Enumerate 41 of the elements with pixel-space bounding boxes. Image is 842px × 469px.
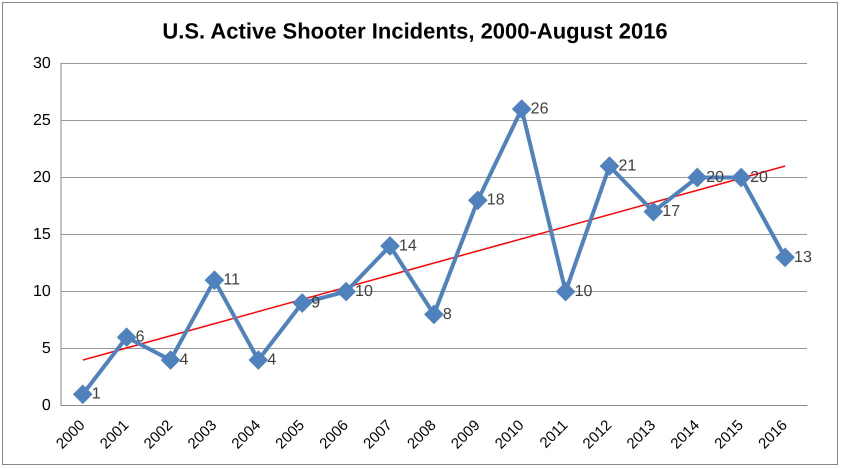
data-label: 20: [706, 168, 724, 186]
data-label: 11: [223, 272, 240, 289]
data-label: 4: [267, 351, 276, 368]
y-tick-label: 25: [33, 112, 51, 129]
data-label: 10: [574, 282, 592, 300]
data-label: 4: [180, 351, 189, 368]
data-label: 14: [399, 237, 417, 254]
point: [732, 168, 750, 186]
data-label: 18: [486, 192, 505, 209]
data-label: 20: [750, 168, 768, 186]
data-label: 17: [662, 203, 680, 220]
point: [600, 157, 618, 176]
y-tick-label: 10: [33, 282, 51, 300]
point: [468, 191, 487, 210]
data-label: 13: [794, 248, 812, 266]
data-label: 26: [530, 100, 549, 118]
data-label: 8: [442, 306, 452, 323]
point: [644, 202, 662, 221]
point: [556, 282, 575, 301]
chart-title: U.S. Active Shooter Incidents, 2000-August 2016: [162, 18, 668, 44]
y-tick-label: 5: [42, 340, 51, 358]
y-tick-label: 20: [33, 168, 51, 186]
point: [688, 168, 706, 186]
point: [776, 248, 794, 266]
data-label: 21: [618, 157, 636, 174]
y-tick-label: 30: [33, 54, 51, 72]
data-label: 6: [136, 328, 145, 346]
point: [74, 385, 92, 404]
y-tick-label: 15: [33, 226, 51, 243]
point: [293, 294, 312, 312]
point: [249, 351, 268, 370]
point: [162, 351, 180, 370]
data-label: 10: [355, 282, 374, 300]
data-label: 1: [92, 386, 101, 403]
point: [512, 100, 531, 118]
y-tick-label: 0: [42, 397, 51, 414]
point: [205, 271, 224, 290]
point: [424, 305, 443, 324]
point: [381, 236, 400, 255]
point: [337, 282, 356, 301]
point: [118, 328, 136, 346]
